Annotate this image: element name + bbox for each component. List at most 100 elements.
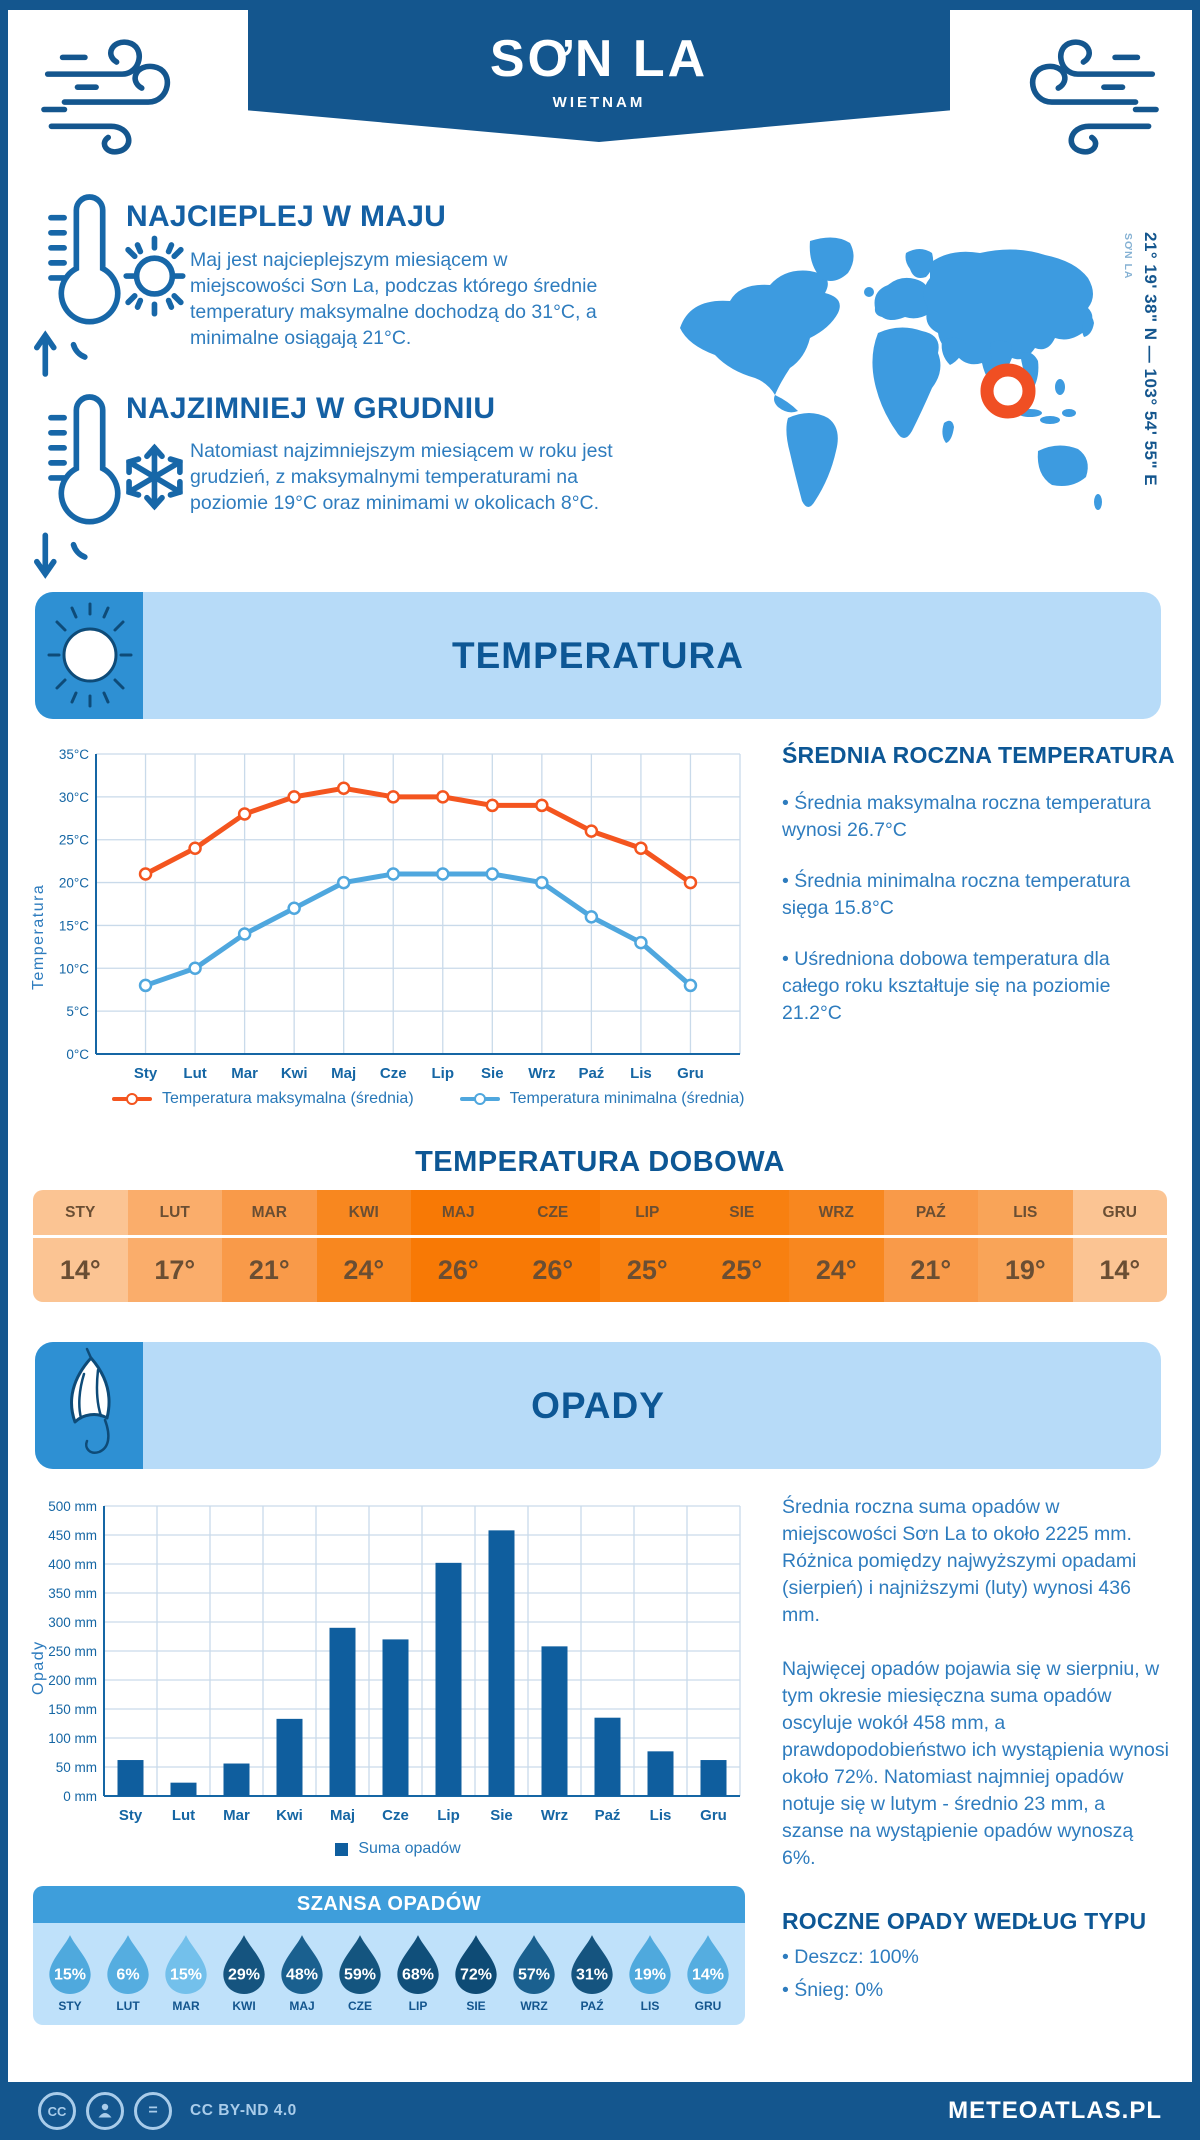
- precipitation-chart-legend: Suma opadów: [48, 1840, 748, 1858]
- raindrop-icon: 15%: [49, 1935, 91, 1994]
- precipitation-text-column: Średnia roczna suma opadów w miejscowośc…: [782, 1494, 1172, 1872]
- warm-thermometer-sun-icon: [34, 194, 186, 377]
- section-header-bg: [35, 592, 1161, 719]
- data-point: [436, 790, 450, 804]
- precipitation-paragraph: Najwięcej opadów pojawia się w sierpniu,…: [782, 1658, 1169, 1869]
- map-land: [680, 237, 1102, 510]
- svg-text:450 mm: 450 mm: [48, 1528, 97, 1543]
- data-point: [287, 790, 301, 804]
- daily-table-value: 21°: [883, 1235, 978, 1302]
- cold-thermometer-snowflake-icon: [34, 394, 183, 579]
- chance-month: GRU: [694, 1999, 722, 2013]
- license-group: CC = CC BY-ND 4.0: [38, 2092, 297, 2130]
- precip-type-bullet: • Śnieg: 0%: [782, 1979, 884, 2001]
- data-point: [386, 790, 400, 804]
- svg-text:150 mm: 150 mm: [48, 1702, 97, 1717]
- legend-glyph: [112, 1092, 152, 1106]
- brand-label: METEOATLAS.PL: [948, 2097, 1162, 2124]
- chance-month: MAR: [172, 1999, 200, 2013]
- warm-paragraph: Maj jest najcieplejszym miesiącem w miej…: [190, 249, 598, 349]
- data-point: [634, 935, 648, 950]
- data-point: [237, 807, 252, 821]
- chance-drop-cell: 6% LUT: [99, 1933, 157, 2013]
- svg-text:50 mm: 50 mm: [56, 1760, 97, 1775]
- section-icon-square: [35, 1342, 143, 1469]
- chance-month: STY: [58, 1999, 82, 2013]
- x-tick-label: Cze: [382, 1807, 409, 1824]
- chance-value: 72%: [460, 1967, 492, 1984]
- precip-type-bullet: • Deszcz: 100%: [782, 1946, 919, 1968]
- raindrop-icon: 31%: [571, 1935, 613, 1994]
- raindrop-icon: 68%: [397, 1935, 439, 1994]
- daily-table-month: LIP: [635, 1203, 660, 1221]
- chance-panel-body: 15% STY 6% LUT 15% MAR 29% KWI 48% MAJ 59% CZE 68% LI…: [33, 1923, 745, 2025]
- data-point: [386, 867, 400, 881]
- precipitation-bar-chart: 0 mm 50 mm 100 mm 150 mm 200 mm 250 mm 300 mm 3…: [48, 1499, 741, 1824]
- data-point: [336, 875, 351, 890]
- daily-table-month: CZE: [537, 1203, 569, 1221]
- daily-table-column: MAJ 26°: [411, 1190, 506, 1302]
- chance-drop-cell: 68% LIP: [389, 1933, 447, 2013]
- daily-table-value: 17°: [127, 1235, 222, 1302]
- x-tick-label: Paź: [578, 1065, 604, 1082]
- svg-text:5°C: 5°C: [66, 1004, 89, 1019]
- no-derivatives-icon: =: [134, 2092, 172, 2130]
- legend-item: Temperatura minimalna (średnia): [459, 1090, 745, 1108]
- chance-panel-title: SZANSA OPADÓW: [33, 1886, 745, 1923]
- x-tick-label: Sie: [490, 1807, 513, 1824]
- svg-text:400 mm: 400 mm: [48, 1557, 97, 1572]
- daily-table-value: 14°: [1072, 1235, 1167, 1302]
- license-label: CC BY-ND 4.0: [190, 2102, 297, 2119]
- cc-icon: CC: [38, 2092, 76, 2130]
- svg-text:10°C: 10°C: [59, 961, 89, 976]
- data-point: [138, 867, 153, 881]
- precipitation-section-title: OPADY: [531, 1384, 665, 1426]
- header-banner: SƠN LA WIETNAM: [248, 10, 950, 142]
- bar: [117, 1760, 144, 1796]
- raindrop-icon: 15%: [165, 1935, 207, 1994]
- raindrop-icon: 6%: [107, 1935, 149, 1994]
- daily-table-value: 14°: [33, 1235, 128, 1302]
- x-tick-label: Lut: [172, 1807, 195, 1824]
- chance-value: 15%: [170, 1967, 202, 1984]
- daily-table-month: LUT: [159, 1203, 190, 1221]
- temperature-section-title: TEMPERATURA: [452, 634, 744, 676]
- svg-text:15°C: 15°C: [59, 918, 89, 933]
- daily-table-column: LIS 19°: [978, 1190, 1073, 1302]
- bar: [170, 1782, 197, 1796]
- legend-item: Temperatura maksymalna (średnia): [112, 1090, 414, 1108]
- cold-heading: NAJZIMNIEJ W GRUDNIU: [126, 392, 496, 425]
- data-point: [436, 867, 450, 881]
- chance-value: 68%: [402, 1967, 434, 1984]
- bar: [700, 1760, 727, 1796]
- data-point: [237, 927, 252, 941]
- precipitation-type-bullets: • Deszcz: 100% • Śnieg: 0%: [782, 1944, 1172, 2004]
- daily-table-month: KWI: [348, 1203, 379, 1221]
- x-tick-label: Lut: [183, 1065, 206, 1082]
- data-point: [584, 824, 599, 838]
- x-tick-label: Wrz: [528, 1065, 555, 1082]
- chance-month: SIE: [466, 1999, 486, 2013]
- chance-value: 57%: [518, 1967, 550, 1984]
- daily-table-month: STY: [65, 1203, 96, 1221]
- x-tick-label: Kwi: [276, 1807, 303, 1824]
- daily-temperature-heading: TEMPERATURA DOBOWA: [415, 1146, 785, 1178]
- svg-text:25°C: 25°C: [59, 833, 89, 848]
- precipitation-type-heading: ROCZNE OPADY WEDŁUG TYPU: [782, 1908, 1147, 1934]
- temperature-section-header: TEMPERATURA: [35, 592, 1161, 719]
- chance-month: LUT: [116, 1999, 140, 2013]
- x-tick-label: Cze: [380, 1065, 407, 1082]
- data-point: [634, 841, 648, 856]
- chance-value: 14%: [692, 1967, 724, 1984]
- daily-table-column: GRU 14°: [1072, 1190, 1167, 1302]
- svg-text:300 mm: 300 mm: [48, 1615, 97, 1630]
- daily-table-month: GRU: [1102, 1203, 1137, 1221]
- map-location-label: SƠN LA: [1122, 233, 1134, 280]
- chance-month: CZE: [348, 1999, 372, 2013]
- data-point: [485, 798, 500, 813]
- bar: [647, 1751, 674, 1796]
- temperature-line-chart: 0°C 5°C 10°C 15°C 20°C 25°C 30°C 35°C Sty Lut Mar K…: [59, 747, 741, 1082]
- raindrop-icon: 29%: [223, 1935, 265, 1994]
- legend-label: Temperatura minimalna (średnia): [509, 1090, 745, 1107]
- annual-temp-bullet: • Średnia maksymalna roczna temperatura …: [782, 792, 1151, 841]
